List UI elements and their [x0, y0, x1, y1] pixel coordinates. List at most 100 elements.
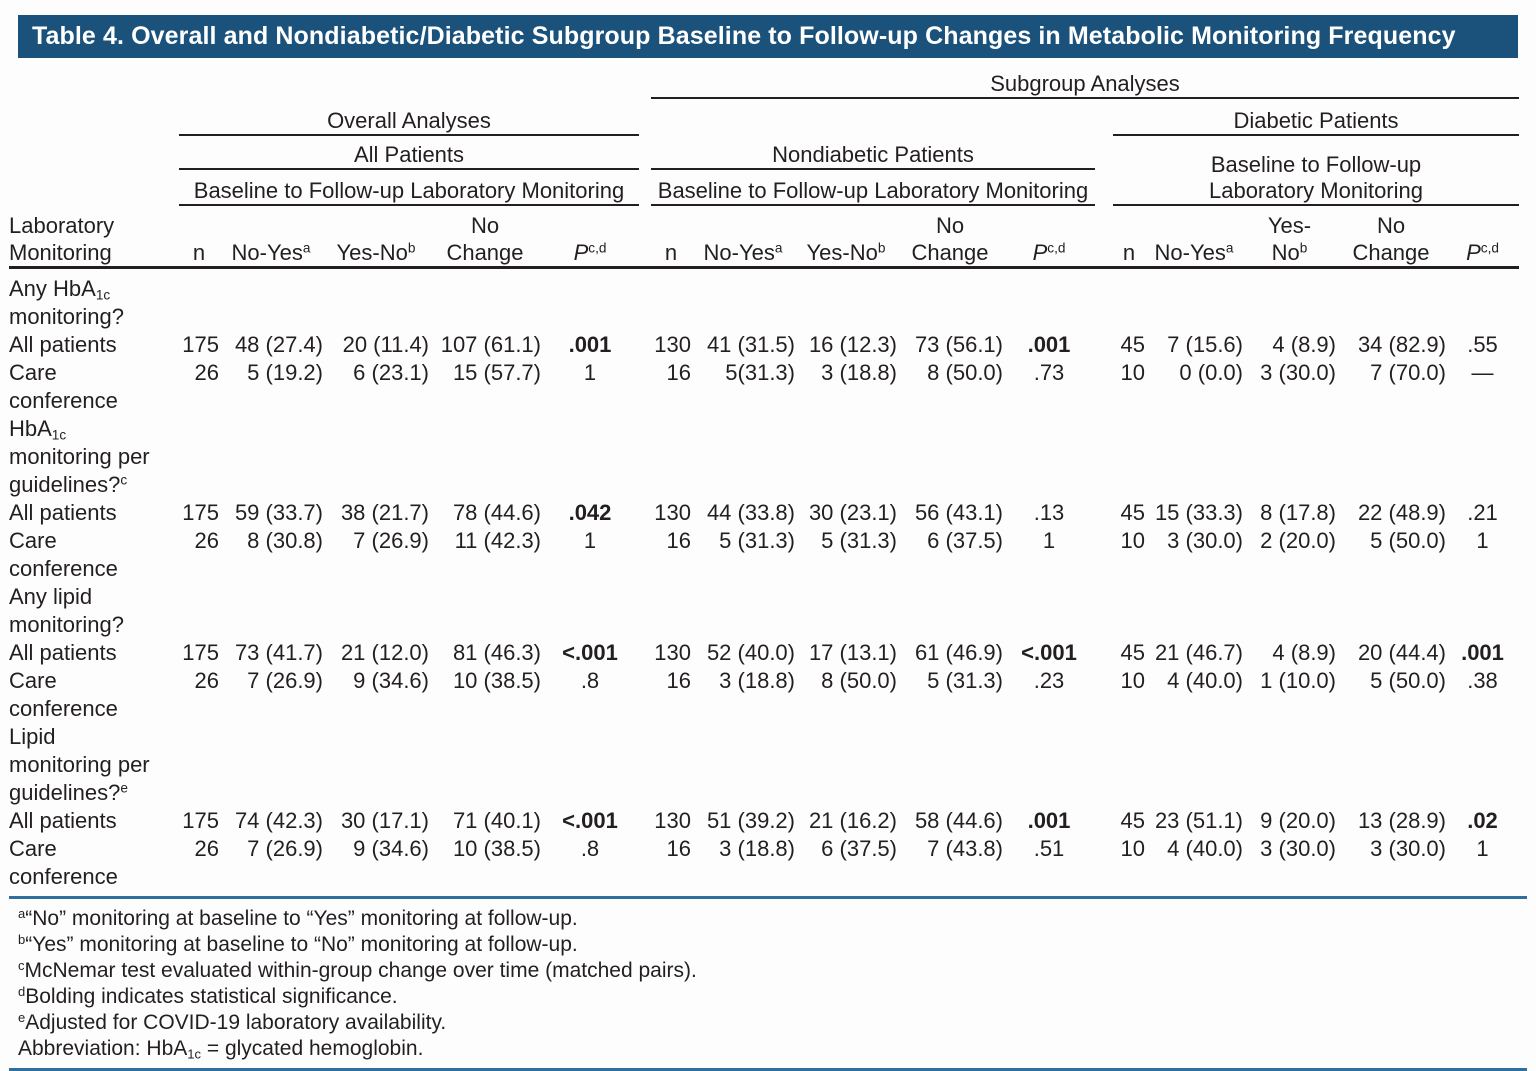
value-cell: 3 (30.0)	[1260, 836, 1336, 861]
spacer-cell	[1095, 205, 1113, 269]
value-cell: 4 (40.0)	[1167, 668, 1243, 693]
value-cell: 16	[666, 668, 691, 693]
overall-analyses-header: Overall Analyses	[179, 98, 639, 136]
table-title: Table 4. Overall and Nondiabetic/Diabeti…	[32, 22, 1456, 50]
diabetic-patients-label: Diabetic Patients	[1233, 108, 1399, 133]
value-cell: 1	[1476, 836, 1489, 861]
baseline-overall-label: Baseline to Follow-up Laboratory Monitor…	[193, 178, 625, 203]
value-cell: 20 (44.4)	[1357, 640, 1446, 665]
value-cell: 45	[1120, 500, 1145, 525]
value-cell: .51	[1033, 836, 1065, 861]
value-cell: 9 (34.6)	[353, 668, 429, 693]
column-header-no-yes-nondiabetic: No-Yesa	[691, 205, 795, 269]
spacer-cell	[639, 667, 651, 723]
value-cell: 3 (30.0)	[1260, 360, 1336, 385]
table-header: Subgroup Analyses Overall Analyses Diabe…	[9, 64, 1519, 269]
spacer-cell	[1095, 499, 1113, 527]
spacer-cell	[639, 835, 651, 891]
value-cell: 1	[1476, 528, 1489, 553]
value-cell: 7 (26.9)	[247, 668, 323, 693]
value-cell: 15 (57.7)	[452, 360, 541, 385]
column-header-no-change-overall: No Change	[429, 205, 541, 269]
value-cell: 17 (13.1)	[808, 640, 897, 665]
value-cell: 16	[666, 528, 691, 553]
footnote-d: dBolding indicates statistical significa…	[18, 983, 398, 1008]
value-cell: <.001	[1021, 640, 1077, 665]
value-cell: 44 (33.8)	[706, 500, 795, 525]
value-cell: 8 (50.0)	[927, 360, 1003, 385]
empty-cell	[179, 64, 639, 98]
value-cell: 23 (51.1)	[1154, 808, 1243, 833]
value-cell: <.001	[562, 640, 618, 665]
footnote-divider-rule	[9, 896, 1527, 899]
value-cell: 1	[583, 360, 597, 385]
value-cell: 8 (30.8)	[247, 528, 323, 553]
spacer-cell	[639, 205, 651, 269]
spacer-cell	[1095, 527, 1113, 583]
value-cell: 0 (0.0)	[1179, 360, 1243, 385]
value-cell: 175	[182, 332, 219, 357]
empty-cell	[179, 583, 1519, 639]
empty-cell	[179, 268, 1519, 332]
value-cell: 175	[182, 640, 219, 665]
spacer-cell	[1095, 135, 1113, 169]
value-cell: 10 (38.5)	[452, 836, 541, 861]
column-header-n-nondiabetic: n	[651, 205, 691, 269]
group-label: HbA1c monitoring per guidelines?c	[9, 416, 150, 497]
value-cell: 21 (46.7)	[1154, 640, 1243, 665]
spacer-cell	[639, 499, 651, 527]
value-cell: 10	[1120, 668, 1145, 693]
spacer-cell	[1095, 835, 1113, 891]
value-cell: 4 (40.0)	[1167, 836, 1243, 861]
value-cell: 7 (15.6)	[1167, 332, 1243, 357]
data-table: Subgroup Analyses Overall Analyses Diabe…	[9, 64, 1519, 891]
data-row: Care conference 26 7 (26.9) 9 (34.6) 10 (38.5…	[9, 667, 1519, 723]
column-header-yes-no-overall: Yes-Nob	[323, 205, 429, 269]
value-cell: .001	[568, 332, 612, 357]
spacer-cell	[639, 639, 651, 667]
value-cell: 21 (12.0)	[340, 640, 429, 665]
value-cell: 107 (61.1)	[440, 332, 541, 357]
value-cell: 26	[194, 360, 219, 385]
value-cell: 7 (70.0)	[1370, 360, 1446, 385]
group-label: Any lipid monitoring?	[9, 584, 124, 637]
spacer-cell	[639, 98, 651, 135]
baseline-overall-header: Baseline to Follow-up Laboratory Monitor…	[179, 169, 639, 206]
data-row: Care conference 26 5 (19.2) 6 (23.1) 15 (57.7…	[9, 359, 1519, 415]
value-cell: 7 (26.9)	[247, 836, 323, 861]
value-cell: 20 (11.4)	[342, 332, 429, 357]
nondiabetic-patients-header: Nondiabetic Patients	[651, 135, 1095, 170]
footnote-e: eAdjusted for COVID-19 laboratory availa…	[18, 1009, 447, 1034]
empty-cell	[179, 415, 1519, 499]
value-cell: 10	[1120, 836, 1145, 861]
subgroup-analyses-header: Subgroup Analyses	[651, 64, 1519, 99]
spacer-cell	[639, 527, 651, 583]
value-cell: 10 (38.5)	[452, 668, 541, 693]
empty-cell	[9, 64, 179, 98]
nondiabetic-patients-label: Nondiabetic Patients	[772, 142, 974, 167]
stub-line2: Monitoring	[9, 240, 112, 265]
value-cell: 3 (18.8)	[719, 668, 795, 693]
empty-cell	[651, 98, 1095, 135]
value-cell: .8	[580, 836, 600, 861]
data-row: Care conference 26 7 (26.9) 9 (34.6) 10 (38.5…	[9, 835, 1519, 891]
value-cell: 5 (19.2)	[247, 360, 323, 385]
row-label: Care conference	[9, 528, 118, 581]
row-label: All patients	[9, 332, 117, 357]
value-cell: 6 (23.1)	[353, 360, 429, 385]
spacer-cell	[639, 135, 651, 169]
value-cell: 5 (50.0)	[1370, 668, 1446, 693]
column-header-no-yes-diabetic: No-Yesa	[1145, 205, 1243, 269]
value-cell: 130	[654, 332, 691, 357]
header-row-columns: n No-Yesa Yes-Nob No Change Pc,d n No-Yes…	[9, 205, 1519, 269]
value-cell: 45	[1120, 808, 1145, 833]
value-cell: 5 (31.3)	[927, 668, 1003, 693]
value-cell: <.001	[562, 808, 618, 833]
column-header-p-diabetic: Pc,d	[1446, 205, 1519, 269]
value-cell: 73 (56.1)	[914, 332, 1003, 357]
value-cell: .21	[1467, 500, 1498, 525]
value-cell: 130	[654, 808, 691, 833]
column-header-p-overall: Pc,d	[541, 205, 639, 269]
value-cell: .8	[580, 668, 600, 693]
group-label: Any HbA1c monitoring?	[9, 276, 124, 329]
